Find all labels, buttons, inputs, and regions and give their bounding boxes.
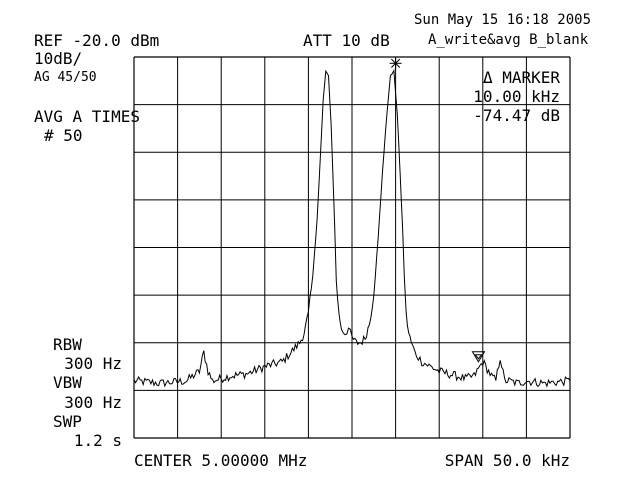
marker-frequency: 10.00 kHz (473, 87, 560, 106)
attenuation: ATT 10 dB (303, 31, 390, 50)
sweep-label: SWP (53, 412, 82, 431)
vbw-label: VBW (53, 373, 82, 392)
spectrum-trace (133, 68, 571, 388)
timestamp: Sun May 15 16:18 2005 (414, 12, 592, 28)
avg-times-value: # 50 (44, 126, 83, 145)
trace-mode: A_write&avg B_blank (428, 32, 589, 48)
marker-symbols (389, 57, 486, 363)
avg-times-label: AVG A TIMES (34, 107, 140, 126)
delta-marker-triangle (471, 351, 486, 363)
vbw-value: 300 Hz (64, 393, 122, 412)
reference-level: REF -20.0 dBm (34, 31, 160, 50)
graticule (133, 56, 571, 439)
average-count: AG 45/50 (34, 70, 97, 85)
marker-label: Δ MARKER (482, 68, 560, 87)
marker-level: -74.47 dB (473, 106, 560, 125)
frequency-span: SPAN 50.0 kHz (444, 451, 570, 470)
scale-per-division: 10dB/ (34, 49, 83, 68)
center-frequency: CENTER 5.00000 MHz (134, 451, 308, 470)
rbw-label: RBW (53, 335, 82, 354)
rbw-value: 300 Hz (64, 354, 122, 373)
sweep-value: 1.2 s (73, 431, 122, 450)
reference-marker-asterisk (389, 57, 402, 70)
